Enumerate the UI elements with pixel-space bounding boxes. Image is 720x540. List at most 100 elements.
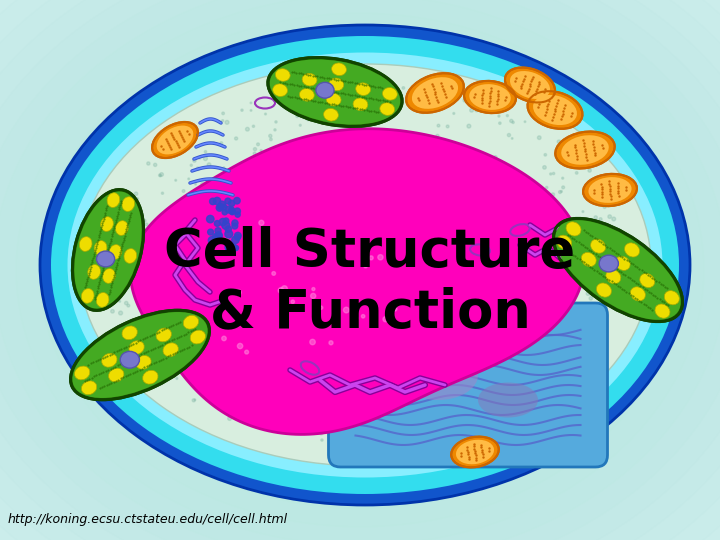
- Circle shape: [313, 382, 315, 385]
- Circle shape: [256, 143, 259, 146]
- Circle shape: [364, 295, 366, 298]
- Ellipse shape: [71, 310, 210, 400]
- Circle shape: [240, 356, 243, 358]
- Circle shape: [492, 245, 494, 247]
- Circle shape: [125, 286, 129, 289]
- Circle shape: [346, 442, 349, 446]
- Circle shape: [352, 188, 354, 190]
- Circle shape: [215, 383, 219, 387]
- Circle shape: [438, 330, 441, 333]
- Circle shape: [541, 197, 544, 198]
- Circle shape: [470, 180, 472, 183]
- Circle shape: [517, 260, 520, 264]
- Circle shape: [248, 294, 251, 298]
- Circle shape: [460, 369, 464, 374]
- Circle shape: [528, 317, 531, 320]
- Circle shape: [219, 218, 227, 226]
- Circle shape: [225, 245, 233, 253]
- Circle shape: [438, 167, 440, 169]
- Circle shape: [452, 172, 455, 176]
- Circle shape: [212, 141, 215, 144]
- Text: Cell Structure
& Function: Cell Structure & Function: [164, 226, 575, 338]
- Ellipse shape: [665, 291, 680, 305]
- Circle shape: [372, 120, 374, 123]
- Circle shape: [414, 248, 417, 251]
- Circle shape: [546, 186, 548, 188]
- Circle shape: [469, 201, 472, 202]
- Ellipse shape: [323, 109, 338, 121]
- Circle shape: [275, 121, 277, 123]
- Circle shape: [588, 190, 590, 191]
- Circle shape: [233, 212, 235, 213]
- Circle shape: [266, 340, 269, 344]
- Circle shape: [524, 121, 526, 123]
- Circle shape: [449, 394, 451, 397]
- Circle shape: [481, 296, 483, 299]
- Circle shape: [307, 103, 311, 107]
- Circle shape: [319, 88, 323, 92]
- Circle shape: [466, 414, 470, 418]
- Circle shape: [306, 308, 307, 309]
- Circle shape: [146, 272, 149, 275]
- Circle shape: [229, 208, 235, 214]
- Circle shape: [474, 346, 477, 349]
- Circle shape: [222, 210, 228, 215]
- Circle shape: [212, 233, 220, 240]
- Circle shape: [143, 295, 147, 299]
- Circle shape: [583, 190, 587, 192]
- Circle shape: [204, 151, 207, 153]
- Circle shape: [323, 114, 325, 117]
- Circle shape: [436, 134, 439, 138]
- Circle shape: [258, 312, 261, 314]
- Circle shape: [523, 322, 526, 324]
- Circle shape: [412, 200, 415, 204]
- Circle shape: [543, 166, 546, 169]
- Circle shape: [158, 174, 161, 177]
- Circle shape: [549, 173, 552, 175]
- Circle shape: [461, 406, 464, 408]
- Circle shape: [528, 234, 531, 238]
- Circle shape: [161, 192, 163, 194]
- Circle shape: [378, 359, 380, 360]
- Circle shape: [244, 346, 248, 349]
- Ellipse shape: [88, 265, 101, 279]
- Ellipse shape: [555, 132, 615, 168]
- Circle shape: [425, 391, 426, 393]
- Ellipse shape: [136, 355, 151, 369]
- Circle shape: [232, 220, 238, 226]
- Circle shape: [446, 376, 449, 380]
- Circle shape: [380, 160, 384, 164]
- Circle shape: [459, 248, 462, 251]
- Text: http://koning.ecsu.ctstateu.edu/cell/cell.html: http://koning.ecsu.ctstateu.edu/cell/cel…: [8, 513, 288, 526]
- Circle shape: [441, 286, 444, 289]
- Circle shape: [127, 304, 130, 307]
- Circle shape: [371, 392, 374, 395]
- Ellipse shape: [101, 217, 113, 232]
- Circle shape: [156, 368, 158, 370]
- Circle shape: [277, 342, 279, 343]
- Circle shape: [329, 369, 333, 373]
- Circle shape: [505, 227, 508, 229]
- Circle shape: [559, 191, 562, 193]
- Circle shape: [287, 281, 289, 284]
- Circle shape: [248, 195, 250, 198]
- Circle shape: [181, 325, 184, 327]
- Ellipse shape: [79, 64, 651, 466]
- Circle shape: [548, 349, 552, 353]
- Circle shape: [499, 122, 501, 124]
- Circle shape: [338, 272, 340, 274]
- Circle shape: [397, 355, 400, 357]
- Circle shape: [366, 287, 369, 291]
- Circle shape: [537, 371, 540, 374]
- Ellipse shape: [74, 366, 90, 380]
- Ellipse shape: [624, 243, 639, 257]
- Circle shape: [432, 419, 433, 421]
- Circle shape: [469, 109, 474, 112]
- Circle shape: [450, 167, 451, 169]
- Circle shape: [521, 400, 524, 403]
- Circle shape: [213, 238, 219, 244]
- Circle shape: [612, 241, 616, 245]
- Circle shape: [215, 228, 221, 234]
- Circle shape: [400, 230, 402, 233]
- Circle shape: [528, 244, 531, 247]
